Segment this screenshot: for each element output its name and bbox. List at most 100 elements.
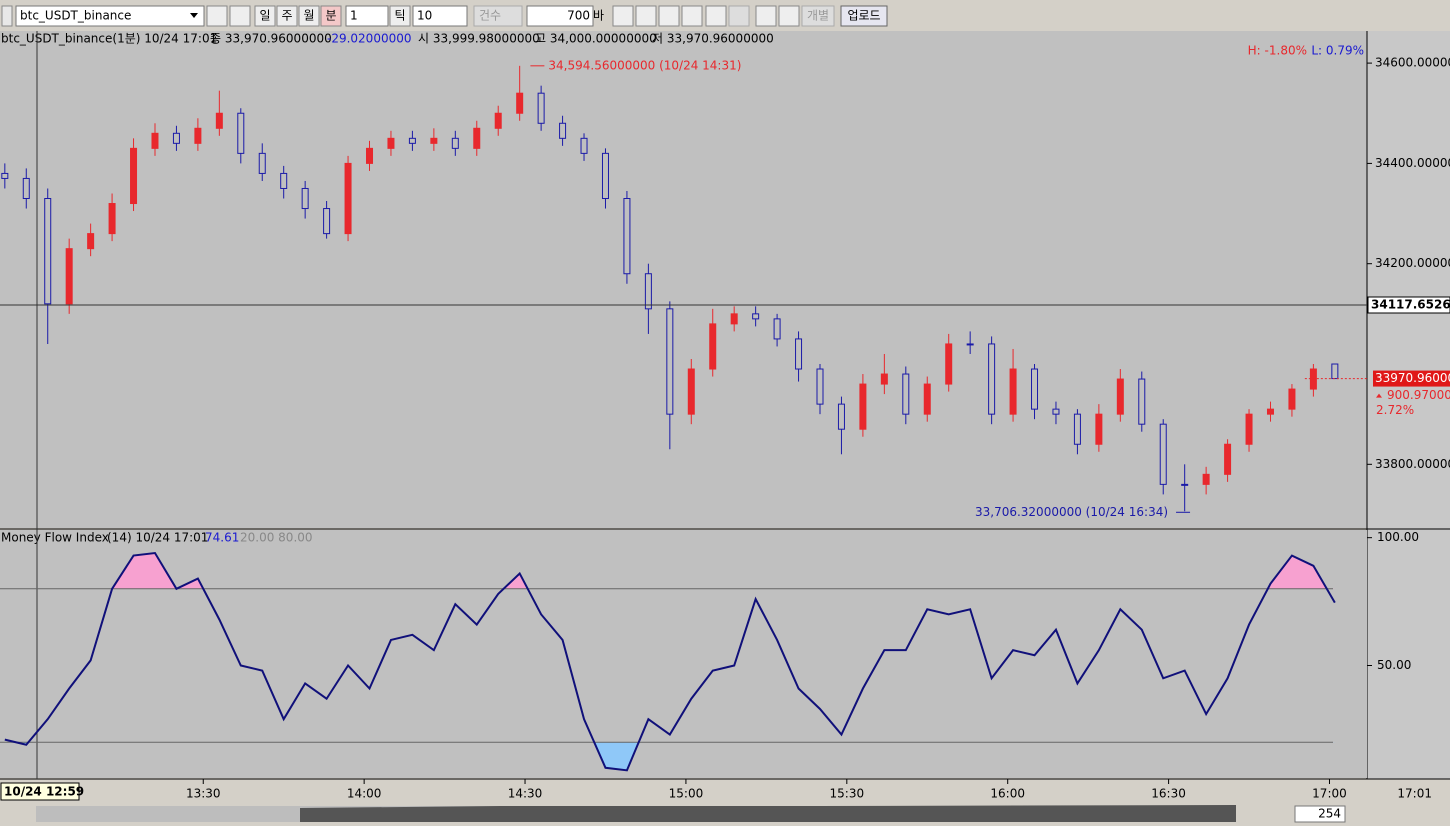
x-tick-label: 15:00 [669, 787, 704, 801]
indicator-title: Money Flow Index [1, 531, 109, 545]
candle-body [301, 187, 309, 210]
header-open: 시 33,999.98000000 [418, 32, 540, 46]
crosshair-time-box [0, 782, 80, 801]
range-low: L: 0.79% [1311, 44, 1364, 58]
tool-icons [612, 5, 800, 27]
period-button[interactable] [254, 5, 276, 27]
upload-button[interactable] [840, 5, 888, 27]
candle-body [880, 373, 888, 385]
candle-body [130, 147, 138, 205]
candle-body [65, 248, 73, 305]
candle-body [537, 92, 545, 124]
tick-button[interactable] [389, 5, 411, 27]
indicator-params: (14) 10/24 17:01 [107, 531, 208, 545]
period-label: 주 [281, 9, 292, 23]
candle-body [644, 273, 652, 310]
candle-body [988, 343, 996, 415]
annotation: 33,706.32000000 (10/24 16:34) [975, 505, 1168, 519]
candle-body [623, 198, 631, 275]
period-button[interactable] [320, 5, 342, 27]
tool-button[interactable] [681, 5, 703, 27]
last-price: 33970.96000 [1375, 371, 1450, 385]
candle-body [1266, 408, 1274, 415]
tick-label: 틱 [394, 9, 405, 23]
x-tick-label: 14:30 [508, 787, 543, 801]
tool-button[interactable] [728, 5, 750, 27]
candle-body [1073, 413, 1081, 445]
header-symbol: btc_USDT_binance(1분) 10/24 17:01 [1, 32, 217, 46]
candle-body [666, 308, 674, 415]
tool-button[interactable] [612, 5, 634, 27]
header-close: 종 33,970.96000000 [210, 32, 332, 46]
candle-body [859, 383, 867, 430]
indicator-panel [0, 530, 1367, 778]
crosshair-time: 10/24 12:59 [4, 785, 84, 799]
right-axis [1367, 31, 1450, 779]
volume-overview [300, 805, 1236, 822]
tool-button[interactable] [658, 5, 680, 27]
header-low: 저 33,970.96000000 [652, 32, 774, 46]
minute-select[interactable] [345, 5, 389, 27]
tick-select[interactable] [412, 5, 468, 27]
x-tick-label: 16:30 [1151, 787, 1186, 801]
candle-body [730, 313, 738, 325]
candle-body [752, 313, 760, 320]
candle-body [237, 112, 245, 154]
candle-body [1181, 483, 1189, 486]
symbol-select[interactable] [15, 5, 205, 27]
candle-body [44, 198, 52, 305]
candle-body [1031, 368, 1039, 410]
candle-body [945, 343, 953, 385]
tool-button[interactable] [755, 5, 777, 27]
percent-label: 2.72% [1376, 403, 1414, 417]
search-clear-button[interactable] [229, 5, 251, 27]
candle-body [580, 137, 588, 154]
last-time: 17:01 [1397, 787, 1432, 801]
bar-count: 700 [567, 9, 590, 23]
bar-count-input[interactable] [526, 5, 594, 27]
candle-body [1138, 378, 1146, 425]
header-change: -29.02000000 [327, 32, 412, 46]
candle-body [687, 368, 695, 415]
scroll-left-button[interactable] [1, 5, 13, 27]
candle-body [902, 373, 910, 415]
range-high: H: -1.80% [1248, 44, 1307, 58]
y-tick-label: 33800.00000 [1375, 457, 1450, 471]
count-select[interactable] [473, 5, 523, 27]
y-tick-label: 50.00 [1377, 658, 1411, 672]
period-button[interactable] [298, 5, 320, 27]
indicator-levels: 20.00 80.00 [240, 531, 313, 545]
period-button[interactable] [276, 5, 298, 27]
x-tick-label: 16:00 [990, 787, 1025, 801]
mfi-line [4, 551, 1336, 772]
individual-button[interactable] [801, 5, 835, 27]
tool-button[interactable] [778, 5, 800, 27]
change-arrow [1376, 393, 1382, 398]
minute-value: 1 [350, 9, 358, 23]
candle-body [366, 147, 374, 164]
tool-button[interactable] [635, 5, 657, 27]
candle-body [1009, 368, 1017, 415]
bar-count-box[interactable] [1294, 805, 1346, 823]
upload-label: 업로드 [847, 9, 880, 23]
indicator-last: 74.61 [205, 531, 239, 545]
candle-body [215, 112, 223, 129]
candle-body [194, 127, 202, 144]
candle-body [1, 172, 9, 179]
candle-body [1288, 388, 1296, 410]
candle-body [1202, 473, 1210, 485]
crosshair-price-box [1367, 296, 1450, 314]
candle-body [1159, 423, 1167, 485]
search-button[interactable] [206, 5, 228, 27]
y-tick-label: 34400.00000 [1375, 156, 1450, 170]
candle-body [408, 137, 416, 144]
candle-body [1331, 363, 1339, 380]
tool-button[interactable] [705, 5, 727, 27]
candle-body [516, 92, 524, 114]
candle-body [430, 137, 438, 144]
candle-body [387, 137, 395, 149]
candle-body [151, 132, 159, 149]
x-tick-label: 14:00 [347, 787, 382, 801]
